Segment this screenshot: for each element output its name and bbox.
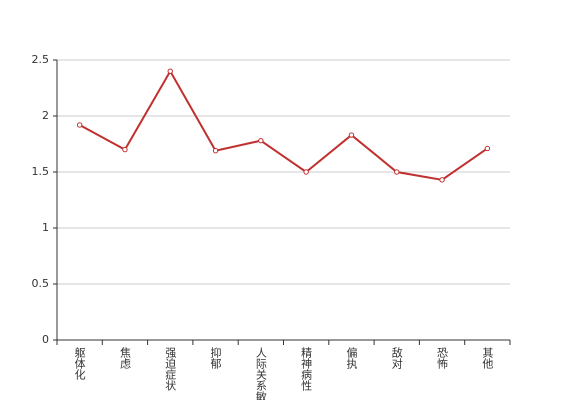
point: [439, 177, 445, 183]
point: [212, 148, 219, 154]
point: [258, 137, 264, 144]
x-tick-label: 躯体化: [73, 347, 86, 381]
x-tick-label: 精神病性: [300, 347, 313, 392]
point: [484, 145, 491, 152]
y-tick-label: 2.5: [32, 53, 50, 66]
x-tick-label: 强迫症状: [164, 347, 177, 391]
point: [303, 169, 309, 175]
y-tick-label: 1.5: [32, 165, 50, 178]
x-tick-label: 敌对: [390, 346, 403, 369]
y-tick-label: 0: [42, 333, 49, 346]
x-tick-label: 恐怖: [436, 347, 449, 369]
x-tick-label: 偏执: [345, 346, 358, 370]
x-tick-label: 其他: [481, 347, 494, 369]
point: [348, 132, 355, 138]
point: [394, 169, 400, 175]
point: [167, 68, 173, 74]
point: [76, 122, 83, 128]
y-tick-label: 1: [42, 221, 49, 234]
x-tick-label: 焦虑: [118, 347, 131, 369]
x-tick-label: 抑郁: [209, 346, 222, 369]
y-tick-label: 2: [42, 109, 49, 122]
series-line: [79, 69, 488, 181]
y-tick-label: 0.5: [32, 277, 50, 290]
x-tick-label: 人际关系敏感: [254, 347, 267, 400]
point: [122, 146, 128, 153]
